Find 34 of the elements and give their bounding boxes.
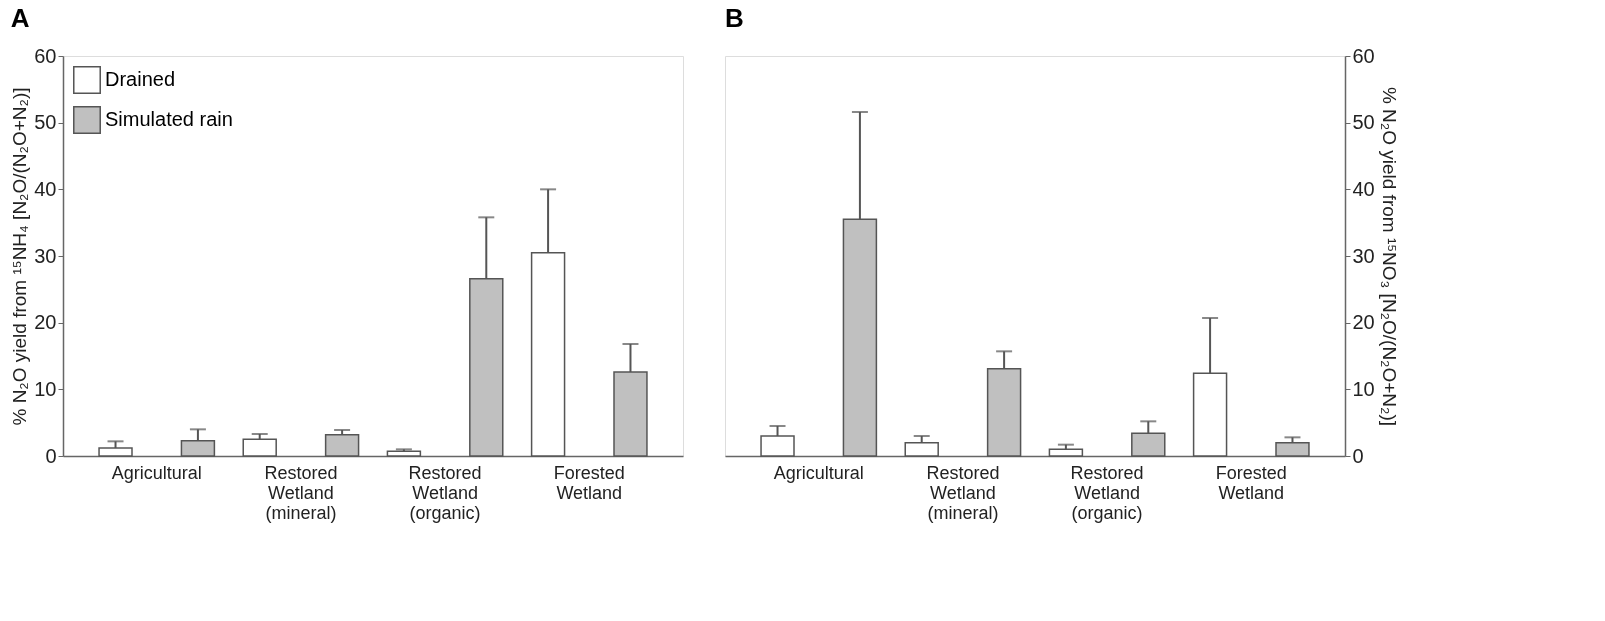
x-tick-label: Agricultural bbox=[111, 462, 202, 483]
y-tick-label: 0 bbox=[45, 444, 57, 467]
y-tick-label: 30 bbox=[1352, 244, 1375, 267]
legend-label: Drained bbox=[105, 68, 176, 90]
x-tick-label: Forested Wetland bbox=[553, 462, 625, 503]
y-axis-title: % N₂O yield from ¹⁵NH₄ [N₂O/(N₂O+N₂)] bbox=[9, 87, 31, 426]
x-tick-label: Restored Wetland (mineral) bbox=[264, 462, 338, 523]
y-tick-label: 0 bbox=[1352, 444, 1364, 467]
chart-title: B bbox=[725, 3, 744, 33]
bar bbox=[386, 450, 422, 457]
bar bbox=[242, 438, 277, 457]
y-tick-label: 60 bbox=[34, 44, 57, 67]
bar bbox=[1275, 441, 1310, 457]
chart-title: A bbox=[10, 3, 30, 33]
x-tick-label: Restored Wetland (organic) bbox=[408, 462, 482, 523]
y-tick-label: 10 bbox=[34, 377, 57, 400]
y-tick-label: 50 bbox=[34, 111, 57, 134]
x-tick-label: Restored Wetland (organic) bbox=[1070, 462, 1144, 523]
y-tick-label: 40 bbox=[1352, 177, 1375, 200]
x-tick-label: Restored Wetland (mineral) bbox=[926, 462, 1000, 523]
bar bbox=[904, 441, 939, 457]
y-tick-label: 40 bbox=[34, 177, 57, 200]
y-tick-label: 20 bbox=[1352, 311, 1375, 334]
y-tick-label: 30 bbox=[34, 244, 57, 267]
bar bbox=[324, 433, 360, 457]
y-tick-label: 60 bbox=[1352, 44, 1375, 67]
y-tick-label: 50 bbox=[1352, 111, 1375, 134]
bar bbox=[1048, 448, 1084, 457]
x-tick-label: Agricultural bbox=[773, 462, 864, 483]
y-tick-label: 20 bbox=[34, 311, 57, 334]
y-axis-title: % N₂O yield from ¹⁵NO₃ [N₂O/(N₂O+N₂)] bbox=[1378, 86, 1400, 427]
x-tick-label: Forested Wetland bbox=[1215, 462, 1287, 503]
y-tick-label: 10 bbox=[1352, 377, 1375, 400]
legend-label: Simulated rain bbox=[105, 108, 233, 130]
